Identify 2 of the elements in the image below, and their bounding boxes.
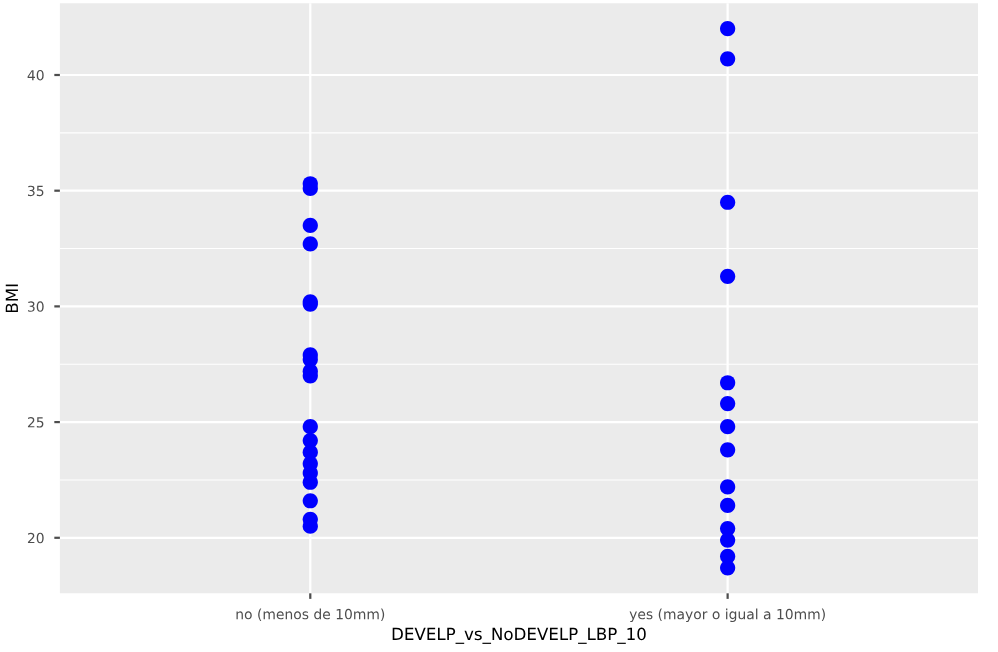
x-axis-title: DEVELP_vs_NoDEVELP_LBP_10 bbox=[392, 627, 646, 644]
y-axis-title: BMI bbox=[5, 284, 18, 313]
